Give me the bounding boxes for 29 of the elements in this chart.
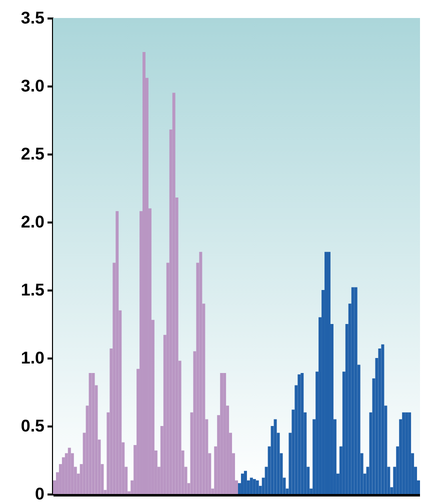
y-tick-label: 2.0 xyxy=(20,212,44,232)
bar xyxy=(351,287,354,494)
bar xyxy=(220,372,224,494)
bar xyxy=(240,474,244,494)
bar xyxy=(244,470,247,494)
y-tick-label: 3.0 xyxy=(20,76,44,96)
bar xyxy=(256,480,259,494)
bar xyxy=(116,211,119,494)
bar xyxy=(354,287,358,494)
y-tick-label: 1.5 xyxy=(20,280,44,300)
bar xyxy=(408,412,412,494)
bar xyxy=(172,92,176,494)
bar xyxy=(88,372,92,494)
y-tick-label: 3.5 xyxy=(20,8,44,28)
bar xyxy=(274,419,277,494)
bar xyxy=(252,479,256,494)
bar xyxy=(328,252,330,494)
y-tick-label: 0 xyxy=(35,484,44,504)
bar xyxy=(298,374,301,494)
y-tick-label: 1.0 xyxy=(20,348,44,368)
y-tick-label: 2.5 xyxy=(20,144,44,164)
bar xyxy=(381,344,384,494)
y-tick-label: 0.5 xyxy=(20,416,44,436)
bar xyxy=(142,52,146,494)
bar xyxy=(402,412,406,494)
bar xyxy=(300,372,304,494)
bar xyxy=(250,478,253,494)
bar xyxy=(378,348,382,494)
bar xyxy=(223,372,226,494)
